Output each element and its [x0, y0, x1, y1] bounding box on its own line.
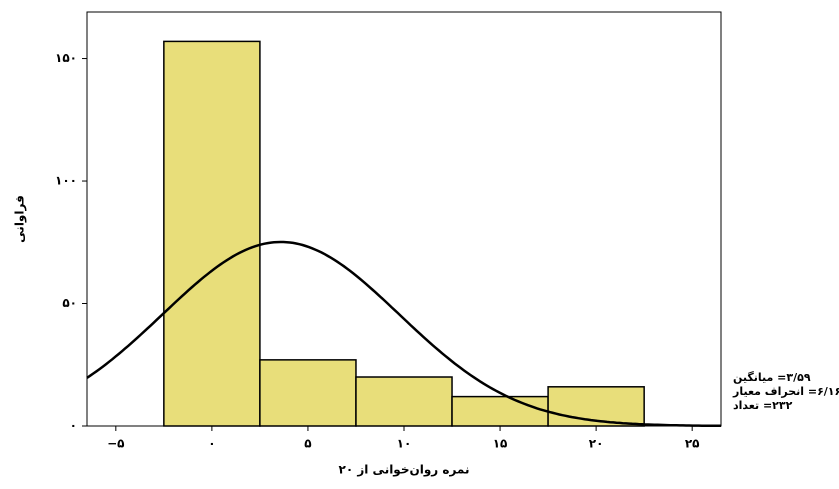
- y-tick-label: ۰: [70, 419, 77, 433]
- normal-curve: [86, 240, 721, 428]
- x-tick-label: ۱۵: [493, 437, 508, 451]
- stats-label: ۳/۵۹= میانگین: [733, 371, 811, 384]
- x-tick-label: ۵: [304, 437, 311, 451]
- y-tick-label: ۵۰: [62, 296, 77, 310]
- histogram-bar: [259, 359, 357, 427]
- x-tick-label: ۲۰: [589, 437, 604, 451]
- stats-label: ۲۳۲= تعداد: [733, 399, 793, 412]
- histogram-bar: [355, 376, 453, 427]
- stats-label: ۶/۱۶= انحراف معیار: [732, 385, 839, 398]
- y-tick-label: ۱۵۰: [55, 51, 77, 65]
- x-tick-label: ۱۰: [397, 437, 412, 451]
- y-axis-title: فراوانی: [13, 195, 28, 243]
- x-axis-title: نمره روان‌خوانی از ۲۰: [339, 463, 470, 478]
- histogram-bar: [163, 40, 261, 427]
- x-tick-label: −۵: [107, 437, 124, 451]
- histogram-bar: [547, 386, 645, 427]
- y-tick-label: ۱۰۰: [55, 174, 77, 188]
- histogram-bar: [451, 395, 549, 427]
- x-tick-label: ۲۵: [685, 437, 700, 451]
- x-tick-label: ۰: [208, 437, 215, 451]
